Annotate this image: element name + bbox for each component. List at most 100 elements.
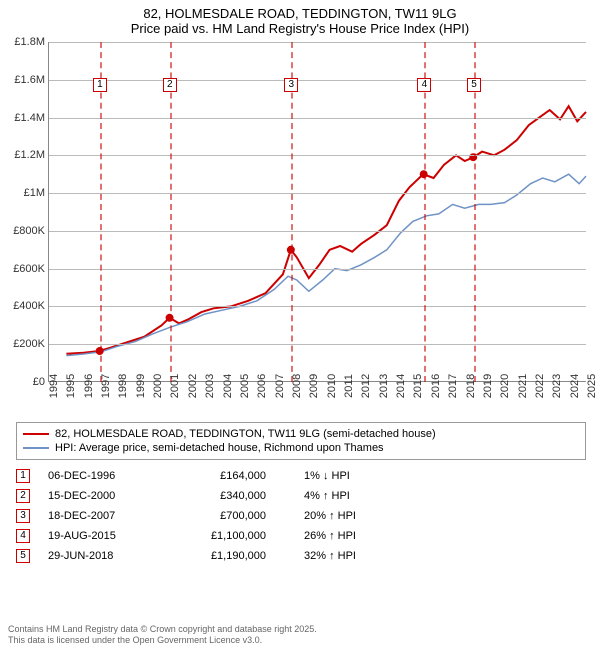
gridline-h bbox=[49, 80, 586, 81]
sale-marker-box: 3 bbox=[284, 78, 298, 92]
x-axis-label: 2007 bbox=[274, 374, 286, 398]
x-axis-label: 2020 bbox=[499, 374, 511, 398]
footer-line-1: Contains HM Land Registry data © Crown c… bbox=[8, 624, 592, 635]
x-axis-label: 1995 bbox=[65, 374, 77, 398]
x-axis-label: 1994 bbox=[48, 374, 60, 398]
y-axis-label: £200K bbox=[13, 338, 45, 350]
legend-label: 82, HOLMESDALE ROAD, TEDDINGTON, TW11 9L… bbox=[55, 428, 436, 440]
x-axis-label: 1997 bbox=[100, 374, 112, 398]
sales-row-date: 19-AUG-2015 bbox=[48, 530, 158, 542]
chart-area: £0£200K£400K£600K£800K£1M£1.2M£1.4M£1.6M… bbox=[48, 42, 586, 412]
x-axis-label: 2005 bbox=[239, 374, 251, 398]
sales-row-price: £340,000 bbox=[176, 490, 266, 502]
gridline-h bbox=[49, 231, 586, 232]
gridline-h bbox=[49, 344, 586, 345]
x-axis-label: 2000 bbox=[152, 374, 164, 398]
sale-marker-line bbox=[474, 42, 476, 382]
x-axis-label: 2017 bbox=[447, 374, 459, 398]
x-axis-label: 2008 bbox=[291, 374, 303, 398]
line-layer bbox=[49, 42, 586, 382]
footer-line-2: This data is licensed under the Open Gov… bbox=[8, 635, 592, 646]
sale-marker-box: 5 bbox=[467, 78, 481, 92]
y-axis-label: £0 bbox=[33, 376, 45, 388]
y-axis-label: £800K bbox=[13, 225, 45, 237]
sales-row-price: £1,190,000 bbox=[176, 550, 266, 562]
sale-marker-box: 1 bbox=[93, 78, 107, 92]
footer-text: Contains HM Land Registry data © Crown c… bbox=[8, 624, 592, 647]
y-axis-label: £400K bbox=[13, 300, 45, 312]
x-axis-label: 2015 bbox=[412, 374, 424, 398]
x-axis-label: 1998 bbox=[117, 374, 129, 398]
series-line-hpi bbox=[66, 174, 586, 355]
sales-row-marker: 1 bbox=[16, 469, 30, 483]
legend-box: 82, HOLMESDALE ROAD, TEDDINGTON, TW11 9L… bbox=[16, 422, 586, 460]
legend-label: HPI: Average price, semi-detached house,… bbox=[55, 442, 384, 454]
title-line-1: 82, HOLMESDALE ROAD, TEDDINGTON, TW11 9L… bbox=[0, 6, 600, 21]
x-axis-label: 1999 bbox=[135, 374, 147, 398]
x-axis-label: 2016 bbox=[430, 374, 442, 398]
x-axis-label: 2024 bbox=[569, 374, 581, 398]
legend-item: 82, HOLMESDALE ROAD, TEDDINGTON, TW11 9L… bbox=[23, 427, 579, 441]
gridline-h bbox=[49, 118, 586, 119]
sale-marker-box: 2 bbox=[163, 78, 177, 92]
sales-row-price: £700,000 bbox=[176, 510, 266, 522]
legend-swatch bbox=[23, 447, 49, 449]
gridline-h bbox=[49, 269, 586, 270]
sales-row-pct: 4% ↑ HPI bbox=[284, 490, 394, 502]
x-axis-label: 2018 bbox=[465, 374, 477, 398]
sales-row: 5 29-JUN-2018 £1,190,000 32% ↑ HPI bbox=[16, 546, 586, 566]
sales-row: 3 18-DEC-2007 £700,000 20% ↑ HPI bbox=[16, 506, 586, 526]
x-axis-label: 2023 bbox=[551, 374, 563, 398]
x-axis-label: 2003 bbox=[204, 374, 216, 398]
sales-row: 419-AUG-2015£1,100,00026% ↑ HPI bbox=[16, 526, 586, 546]
sales-row: 2 15-DEC-2000 £340,000 4% ↑ HPI bbox=[16, 486, 586, 506]
gridline-h bbox=[49, 42, 586, 43]
plot-region: £0£200K£400K£600K£800K£1M£1.2M£1.4M£1.6M… bbox=[48, 42, 586, 382]
title-line-2: Price paid vs. HM Land Registry's House … bbox=[0, 21, 600, 36]
sales-row-marker: 2 bbox=[16, 489, 30, 503]
y-axis-label: £1M bbox=[24, 187, 45, 199]
sales-row-pct: 32% ↑ HPI bbox=[284, 550, 394, 562]
gridline-h bbox=[49, 306, 586, 307]
x-axis-label: 2021 bbox=[517, 374, 529, 398]
title-block: 82, HOLMESDALE ROAD, TEDDINGTON, TW11 9L… bbox=[0, 0, 600, 38]
x-axis-label: 2014 bbox=[395, 374, 407, 398]
y-axis-label: £1.8M bbox=[14, 36, 45, 48]
sales-row-date: 06-DEC-1996 bbox=[48, 470, 158, 482]
x-axis-label: 2004 bbox=[222, 374, 234, 398]
gridline-h bbox=[49, 155, 586, 156]
sales-row-pct: 1% ↓ HPI bbox=[284, 470, 394, 482]
sales-row-pct: 20% ↑ HPI bbox=[284, 510, 394, 522]
sale-marker-line bbox=[170, 42, 172, 382]
x-axis-label: 2025 bbox=[586, 374, 598, 398]
gridline-h bbox=[49, 193, 586, 194]
chart-container: 82, HOLMESDALE ROAD, TEDDINGTON, TW11 9L… bbox=[0, 0, 600, 650]
sales-row-date: 15-DEC-2000 bbox=[48, 490, 158, 502]
y-axis-label: £600K bbox=[13, 263, 45, 275]
sales-row-marker: 3 bbox=[16, 509, 30, 523]
x-axis-label: 2011 bbox=[343, 374, 355, 398]
y-axis-label: £1.4M bbox=[14, 112, 45, 124]
sale-marker-line bbox=[291, 42, 293, 382]
sales-row-price: £164,000 bbox=[176, 470, 266, 482]
sales-row-date: 29-JUN-2018 bbox=[48, 550, 158, 562]
legend-item: HPI: Average price, semi-detached house,… bbox=[23, 441, 579, 455]
sales-row-marker: 5 bbox=[16, 549, 30, 563]
x-axis-label: 2022 bbox=[534, 374, 546, 398]
x-axis-label: 2001 bbox=[169, 374, 181, 398]
sales-row: 1 06-DEC-1996 £164,000 1% ↓ HPI bbox=[16, 466, 586, 486]
x-axis-label: 2012 bbox=[360, 374, 372, 398]
x-axis-label: 2013 bbox=[378, 374, 390, 398]
x-axis-label: 2009 bbox=[308, 374, 320, 398]
x-axis-label: 2010 bbox=[326, 374, 338, 398]
sale-marker-line bbox=[424, 42, 426, 382]
x-axis-label: 2002 bbox=[187, 374, 199, 398]
sales-row-date: 18-DEC-2007 bbox=[48, 510, 158, 522]
x-axis-label: 2006 bbox=[256, 374, 268, 398]
legend-swatch bbox=[23, 433, 49, 435]
x-axis-label: 1996 bbox=[83, 374, 95, 398]
y-axis-label: £1.6M bbox=[14, 74, 45, 86]
sale-marker-line bbox=[100, 42, 102, 382]
x-axis-label: 2019 bbox=[482, 374, 494, 398]
y-axis-label: £1.2M bbox=[14, 149, 45, 161]
